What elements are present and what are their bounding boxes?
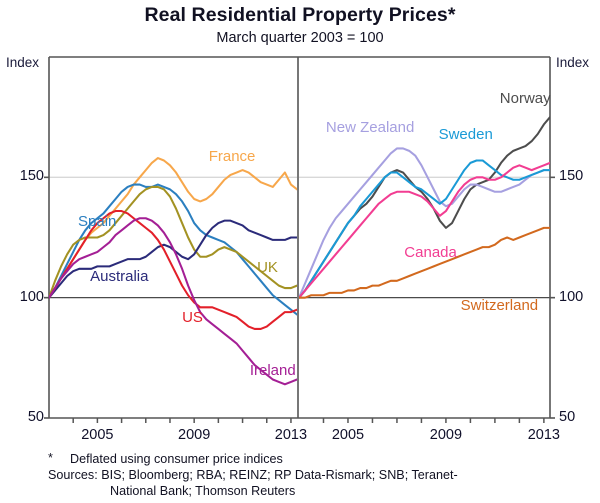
panel-left-series xyxy=(49,157,297,386)
xtick-label-left-2009: 2009 xyxy=(178,427,211,443)
ytick-label-right-150: 150 xyxy=(559,168,584,185)
series-label-us: US xyxy=(182,309,203,327)
xtick-label-right-2013: 2013 xyxy=(527,427,560,443)
chart-title: Real Residential Property Prices* xyxy=(144,4,456,26)
footnote-sources-line1: Sources: BIS; Bloomberg; RBA; REINZ; RP … xyxy=(48,468,458,482)
ytick-label-left-50: 50 xyxy=(27,409,44,425)
series-label-ireland: Ireland xyxy=(249,362,296,380)
series-label-australia: Australia xyxy=(90,268,149,286)
series-line-uk xyxy=(49,185,297,299)
series-label-uk: UK xyxy=(257,258,278,276)
series-label-france: France xyxy=(208,148,256,166)
ytick-label-right-100: 100 xyxy=(559,288,584,305)
xtick-label-left-2005: 2005 xyxy=(81,427,114,443)
series-label-sweden: Sweden xyxy=(438,126,493,144)
left-axis-unit-label: Index xyxy=(6,55,40,70)
xtick-label-right-2005: 2005 xyxy=(331,427,365,443)
series-line-canada xyxy=(299,161,550,299)
right-axis-unit-label: Index xyxy=(556,55,590,70)
series-label-spain: Spain xyxy=(78,213,117,231)
footnote-asterisk: * xyxy=(48,451,53,465)
series-line-new-zealand xyxy=(299,147,550,299)
chart-subtitle: March quarter 2003 = 100 xyxy=(216,30,384,46)
panel-right-series xyxy=(299,116,550,299)
ytick-label-left-150: 150 xyxy=(19,168,44,185)
series-line-ireland xyxy=(49,217,297,386)
footnote-sources-line2: National Bank; Thomson Reuters xyxy=(110,484,296,498)
series-label-norway: Norway xyxy=(499,90,551,108)
series-line-sweden xyxy=(299,159,550,299)
ytick-label-left-100: 100 xyxy=(19,288,44,305)
ytick-label-right-50: 50 xyxy=(559,409,576,425)
footnote-note: Deflated using consumer price indices xyxy=(70,452,283,466)
series-line-us xyxy=(49,210,297,330)
series-label-canada: Canada xyxy=(404,244,457,262)
series-line-switzerland xyxy=(299,226,550,299)
xtick-label-left-2013: 2013 xyxy=(274,427,308,443)
series-line-france xyxy=(49,157,297,299)
series-label-switzerland: Switzerland xyxy=(460,297,539,315)
series-label-new-zealand: New Zealand xyxy=(325,119,415,137)
series-line-spain xyxy=(49,183,297,316)
xtick-label-right-2009: 2009 xyxy=(429,427,463,443)
